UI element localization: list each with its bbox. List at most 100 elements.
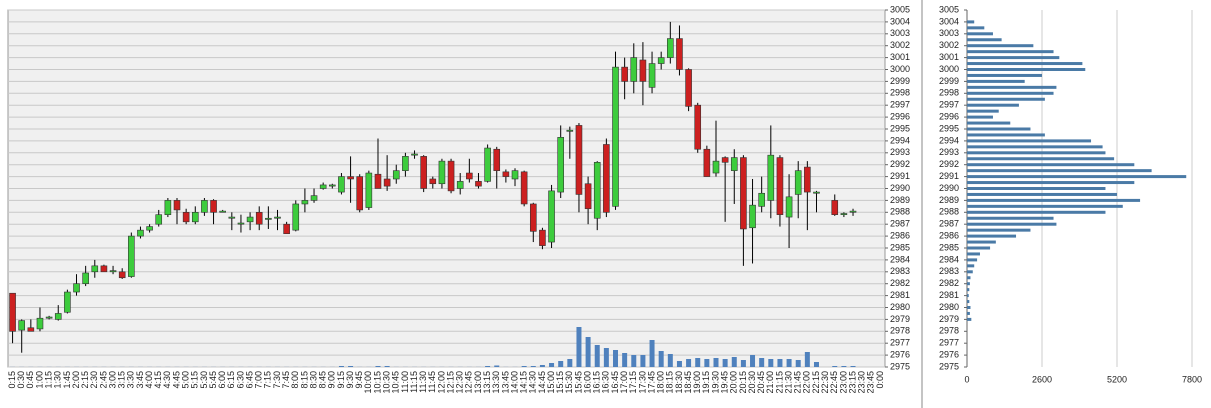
volume-bar	[485, 366, 491, 367]
volume-bar	[832, 366, 838, 367]
y-tick-label: 2980	[890, 302, 910, 312]
profile-bar	[967, 85, 1057, 89]
y-tick-label: 2994	[939, 135, 959, 145]
y-tick-label: 2990	[890, 183, 910, 193]
y-tick-label: 2977	[939, 338, 959, 348]
candle-body	[292, 203, 300, 231]
x-tick-label: 3:45	[135, 371, 145, 389]
volume-bar	[585, 337, 591, 367]
profile-bar	[967, 276, 971, 280]
x-tick-label: 21:00	[765, 371, 775, 394]
y-tick-label: 2997	[890, 100, 910, 110]
y-tick-label: 3000	[890, 64, 910, 74]
candle-body	[493, 148, 501, 171]
volume-bar	[813, 362, 819, 367]
y-tick-label: 2993	[890, 147, 910, 157]
x-tick-label: 7:00	[254, 371, 264, 389]
profile-bar	[967, 311, 970, 315]
y-tick-label: 3005	[890, 4, 910, 14]
y-tick-label: 3001	[939, 52, 959, 62]
candle-body	[301, 200, 309, 205]
x-tick-label: 4:00	[144, 371, 154, 389]
candle-body	[347, 176, 354, 180]
profile-bar	[967, 20, 975, 24]
y-tick-label: 2987	[890, 219, 910, 229]
x-tick-label: 7:15	[263, 371, 273, 389]
x-tick-label: 10:45	[391, 371, 401, 394]
volume-bar	[850, 366, 856, 367]
profile-bar	[967, 56, 1060, 60]
candle-body	[730, 157, 738, 171]
profile-bar	[967, 145, 1103, 149]
volume-bar	[649, 340, 655, 367]
x-tick-label: 5:15	[190, 371, 200, 389]
volume-bar	[759, 358, 765, 367]
y-tick-label: 2992	[939, 159, 959, 169]
volume-bar	[338, 366, 344, 367]
x-tick-label: 5:00	[181, 371, 191, 389]
candle-body	[548, 190, 555, 243]
candle-body	[612, 66, 619, 207]
x-tick-label: 19:45	[720, 371, 730, 394]
candle-body	[566, 129, 574, 132]
volume-bar	[567, 359, 573, 367]
profile-bar	[967, 234, 1017, 238]
volume-bar	[622, 353, 628, 367]
candle-body	[173, 200, 181, 211]
x-tick-label: 23:30	[857, 371, 867, 394]
x-tick-label: 2:15	[80, 371, 90, 389]
y-tick-label: 2995	[939, 123, 959, 133]
x-tick-label: 9:45	[354, 371, 364, 389]
x-tick-label: 12:45	[464, 371, 474, 394]
x-tick-label: 13:45	[500, 371, 510, 394]
profile-bar	[967, 288, 970, 292]
x-tick-label: 17:30	[637, 371, 647, 394]
candle-body	[767, 154, 775, 201]
candle-body	[849, 210, 857, 213]
x-tick-label: 14:45	[537, 371, 547, 394]
y-tick-label: 2983	[939, 266, 959, 276]
y-tick-label: 2987	[939, 219, 959, 229]
y-tick-label: 2999	[939, 76, 959, 86]
x-tick-label: 6:15	[226, 371, 236, 389]
x-tick-label: 18:45	[683, 371, 693, 394]
candle-body	[182, 212, 190, 223]
candle-body	[758, 192, 765, 207]
profile-bar	[967, 210, 1106, 214]
candle-body	[721, 157, 729, 163]
candle-body	[191, 212, 199, 223]
profile-bar	[967, 175, 1187, 179]
x-tick-label: 9:00	[327, 371, 337, 389]
volume-bar	[777, 359, 783, 367]
volume-bar	[740, 360, 746, 367]
y-tick-label: 2981	[939, 290, 959, 300]
candle-body	[575, 125, 583, 195]
y-tick-label: 2980	[939, 302, 959, 312]
y-tick-label: 2988	[939, 207, 959, 217]
x-tick-label: 4:30	[162, 371, 172, 389]
x-tick-label: 13:15	[482, 371, 492, 394]
y-tick-label: 2993	[939, 147, 959, 157]
y-tick-label: 2999	[890, 76, 910, 86]
profile-bar	[967, 270, 973, 274]
volume-bar	[558, 361, 564, 367]
profile-bar	[967, 294, 969, 298]
x-tick-label: 6:30	[235, 371, 245, 389]
candle-body	[128, 235, 135, 277]
profile-bar	[967, 317, 972, 321]
y-tick-label: 2998	[890, 88, 910, 98]
candle-body	[420, 156, 427, 189]
x-tick-label: 14:00	[509, 371, 519, 394]
candle-body	[785, 196, 793, 218]
y-tick-label: 3005	[939, 4, 959, 14]
candle-body	[740, 157, 747, 230]
candle-body	[749, 204, 756, 229]
candle-body	[511, 170, 519, 180]
volume-bar	[768, 359, 774, 367]
candle-body	[712, 160, 720, 174]
volume-bar	[750, 355, 756, 367]
profile-bar	[967, 97, 1045, 101]
y-tick-label: 2978	[890, 326, 910, 336]
profile-bar	[967, 73, 1042, 77]
candle-body	[228, 216, 236, 219]
